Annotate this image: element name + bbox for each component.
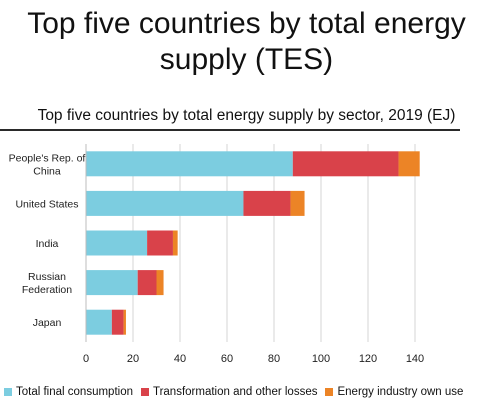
slide-title-line-2: supply (TES): [159, 43, 334, 76]
bar-segment-0-1: [86, 190, 244, 216]
legend-item: Total final consumption: [4, 386, 133, 398]
bar-segment-2-3: [156, 270, 164, 296]
x-tick-label: 140: [406, 353, 424, 365]
bar-segment-1-4: [111, 309, 124, 335]
legend-label: Transformation and other losses: [152, 386, 318, 398]
bar-segment-2-2: [172, 230, 178, 256]
legend-label: Energy industry own use: [337, 386, 464, 398]
category-label: Russian: [28, 271, 66, 283]
title-divider: [0, 129, 460, 131]
bar-segment-1-3: [137, 270, 157, 296]
x-tick-label: 40: [174, 353, 186, 365]
bar-segment-1-0: [292, 151, 399, 177]
bar-segment-0-4: [86, 309, 112, 335]
x-tick-label: 0: [83, 353, 89, 365]
x-tick-label: 120: [359, 353, 377, 365]
bar-segment-2-1: [290, 190, 305, 216]
legend-item: Transformation and other losses: [140, 386, 318, 398]
legend-label: Total final consumption: [16, 386, 133, 398]
bar-segment-0-2: [86, 230, 148, 256]
category-label: China: [33, 165, 61, 177]
slide-title-line-1: Top five countries by total energy: [27, 7, 466, 40]
x-tick-label: 80: [268, 353, 280, 365]
bar-segment-2-4: [123, 309, 126, 335]
x-tick-label: 20: [127, 353, 139, 365]
bar-segment-1-2: [147, 230, 173, 256]
chart-legend: Total final consumption Transformation an…: [4, 386, 493, 398]
x-tick-label: 100: [312, 353, 330, 365]
bar-segment-0-0: [86, 151, 293, 177]
category-label: Japan: [33, 317, 62, 329]
legend-swatch: [325, 388, 334, 396]
x-tick-label: 60: [221, 353, 233, 365]
category-label: United States: [15, 198, 78, 210]
slide-title: Top five countries by total energy suppl…: [0, 6, 493, 78]
legend-swatch: [140, 388, 149, 396]
bar-segment-1-1: [243, 190, 291, 216]
legend-item: Energy industry own use: [325, 386, 463, 398]
chart-title: Top five countries by total energy suppl…: [37, 107, 456, 124]
category-label: India: [36, 238, 59, 250]
legend-swatch: [4, 388, 12, 396]
category-label: Federation: [22, 284, 72, 296]
bar-segment-0-3: [86, 270, 138, 296]
bar-segment-2-0: [398, 151, 420, 177]
category-label: People's Rep. of: [9, 152, 86, 164]
